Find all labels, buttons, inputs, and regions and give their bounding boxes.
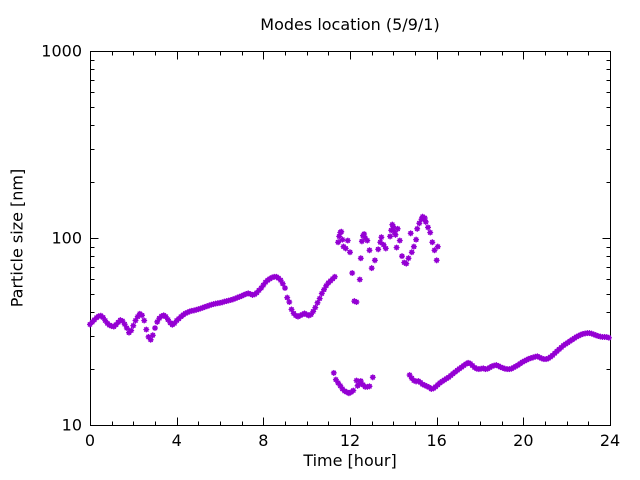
- y-tick-label: 1000: [41, 42, 82, 61]
- x-axis-label: Time [hour]: [303, 451, 397, 470]
- y-tick-label: 10: [62, 416, 82, 435]
- series-mode-track-lower-afternoon: [406, 330, 612, 392]
- x-tick-label: 24: [600, 431, 620, 450]
- x-tick-label: 20: [513, 431, 533, 450]
- plot-border: [90, 51, 611, 426]
- axes: [90, 51, 611, 426]
- y-tick-label: 100: [51, 229, 82, 248]
- series-mode-track-upper-scatter: [335, 213, 441, 306]
- x-tick-label: 4: [172, 431, 182, 450]
- y-axis-label: Particle size [nm]: [7, 168, 27, 308]
- x-tick-label: 0: [85, 431, 95, 450]
- scatter-points: [86, 213, 612, 397]
- tick-labels: 0 4 8 12 16 20 24 10 100 1000: [41, 42, 620, 451]
- x-tick-label: 16: [426, 431, 446, 450]
- series-mode-track-lower-midday: [330, 369, 376, 397]
- x-tick-label: 12: [340, 431, 360, 450]
- series-mode-track-morning: [86, 273, 338, 343]
- x-tick-label: 8: [258, 431, 268, 450]
- chart-title: Modes location (5/9/1): [260, 15, 440, 34]
